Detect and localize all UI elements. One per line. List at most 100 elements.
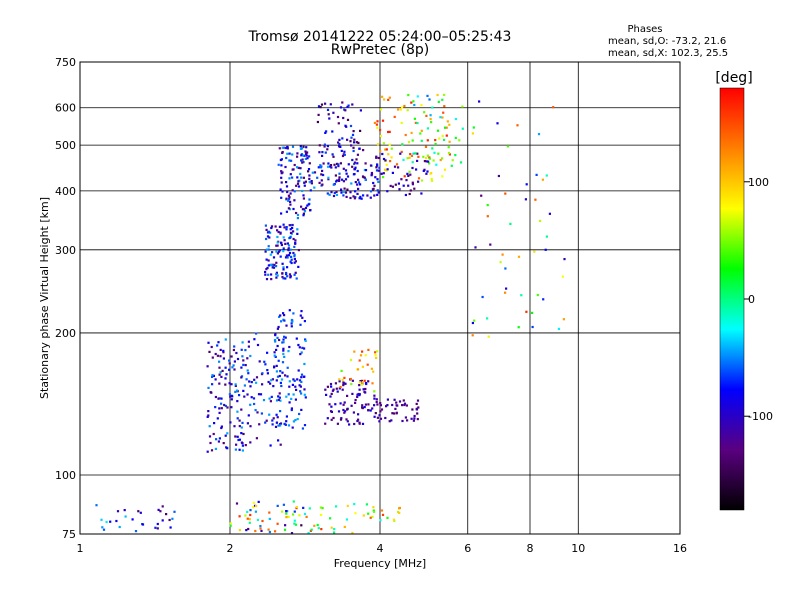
data-point (217, 397, 220, 400)
data-point (420, 179, 424, 182)
data-point (269, 400, 272, 403)
y-axis: 75 100 200 300 400 500 600 750 (55, 56, 76, 541)
data-point (283, 319, 286, 322)
data-point (228, 368, 231, 371)
data-point (349, 358, 353, 362)
x-tick-label: 2 (227, 542, 234, 555)
data-point (404, 416, 407, 419)
data-point (292, 251, 295, 255)
data-point (372, 506, 375, 509)
data-point (207, 386, 210, 389)
data-point (298, 346, 301, 349)
data-point (379, 134, 383, 138)
data-point (448, 140, 451, 143)
data-point (441, 134, 444, 137)
data-point (443, 93, 446, 96)
data-point (377, 180, 380, 183)
data-point (350, 382, 353, 386)
data-point (356, 153, 359, 156)
data-point (267, 528, 270, 531)
data-point (402, 158, 405, 161)
data-point (306, 151, 309, 154)
data-point (302, 214, 305, 217)
data-point (302, 176, 305, 179)
data-point (277, 398, 280, 401)
data-point (410, 417, 413, 420)
data-point (379, 417, 383, 420)
data-point (235, 351, 238, 355)
data-point (224, 366, 227, 369)
data-point (287, 247, 290, 250)
data-point (231, 366, 234, 369)
data-point (277, 424, 280, 427)
data-point (390, 156, 393, 159)
data-point (291, 226, 294, 230)
data-point (411, 183, 414, 186)
data-point (423, 111, 426, 114)
data-point (284, 336, 287, 339)
data-point (288, 385, 291, 388)
data-point (335, 179, 339, 182)
data-point (281, 510, 284, 513)
data-point (266, 369, 269, 372)
data-point (351, 103, 354, 106)
data-point (372, 509, 375, 512)
y-tick-label: 75 (62, 528, 76, 541)
data-point (338, 138, 341, 141)
data-point (350, 404, 353, 407)
data-point (346, 105, 349, 108)
data-point (339, 106, 343, 109)
data-point (235, 389, 239, 392)
data-point (220, 426, 223, 430)
data-point (289, 173, 292, 176)
data-point (362, 149, 365, 152)
data-point (360, 383, 363, 386)
data-point (298, 514, 301, 517)
data-point (330, 166, 333, 169)
data-point (411, 166, 414, 170)
data-point (342, 180, 345, 183)
data-point (224, 338, 227, 341)
data-point (422, 155, 425, 158)
data-point (443, 138, 446, 141)
data-point (410, 154, 414, 157)
data-point (384, 159, 387, 162)
data-point (224, 383, 227, 386)
data-point (303, 184, 306, 187)
data-point (304, 396, 307, 399)
data-point (230, 383, 233, 386)
data-point (441, 98, 444, 101)
phase-stats-x: mean, sd,X: 102.3, 25.5 (608, 48, 728, 59)
data-point (214, 395, 217, 399)
data-point (364, 354, 367, 357)
data-point (238, 419, 241, 422)
data-point (335, 190, 338, 193)
data-point (280, 241, 283, 244)
data-point (356, 368, 360, 371)
data-point (292, 393, 295, 396)
data-point (253, 378, 256, 381)
data-point (259, 525, 262, 528)
data-point (161, 505, 164, 508)
data-point (317, 527, 320, 530)
data-point (293, 379, 296, 382)
data-point (254, 409, 257, 412)
data-point (266, 372, 269, 375)
data-point (294, 523, 298, 526)
data-point (385, 148, 388, 151)
x-tick-label: 1 (77, 542, 84, 555)
data-point (373, 394, 376, 397)
data-point (430, 171, 433, 175)
data-point (369, 190, 373, 193)
data-point (411, 139, 414, 142)
x-tick-label: 8 (527, 542, 534, 555)
data-point (235, 502, 239, 505)
data-point (299, 167, 302, 170)
data-point (285, 516, 288, 519)
data-point (233, 345, 236, 348)
data-point (270, 273, 273, 276)
data-point (291, 223, 294, 227)
data-point (420, 104, 423, 107)
data-point (270, 395, 273, 398)
data-point (161, 519, 164, 522)
